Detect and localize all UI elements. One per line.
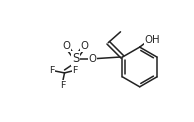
Text: O: O	[80, 41, 88, 51]
Text: S: S	[72, 52, 79, 65]
Text: OH: OH	[144, 35, 160, 45]
Text: F: F	[60, 81, 65, 90]
Text: O: O	[88, 54, 96, 64]
Text: F: F	[72, 66, 78, 75]
Text: F: F	[49, 66, 55, 75]
Text: O: O	[62, 41, 70, 51]
